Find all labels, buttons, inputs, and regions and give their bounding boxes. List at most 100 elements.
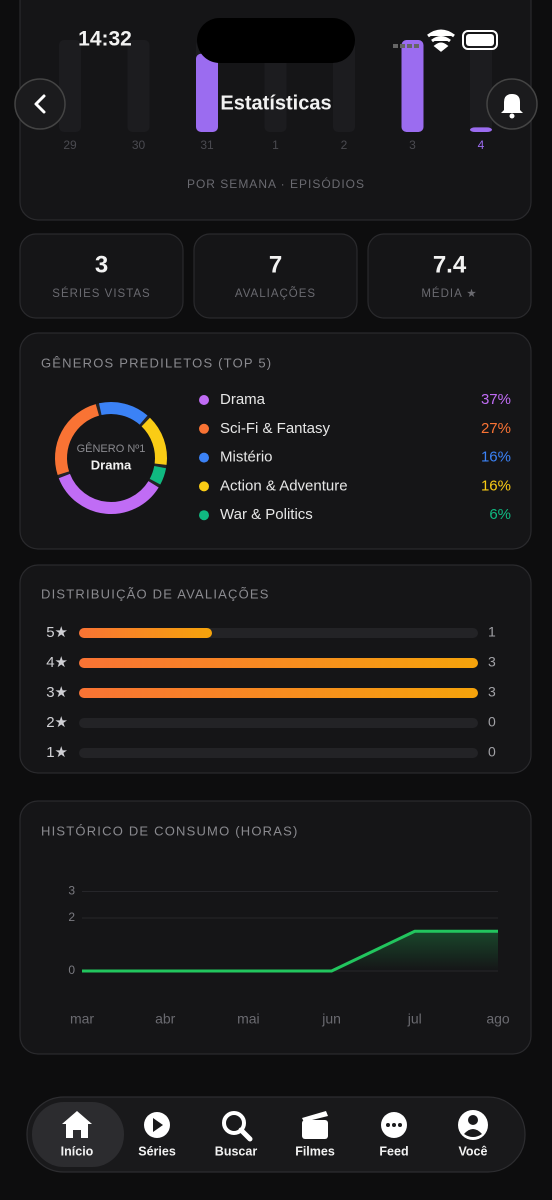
rating-track: [79, 748, 478, 758]
week-track: [333, 40, 355, 132]
week-label: 30: [132, 138, 146, 152]
rating-count: 3: [488, 684, 496, 700]
rating-label: 1★: [46, 744, 68, 761]
week-bar: [401, 40, 424, 132]
genres-title: GÊNEROS PREDILETOS (TOP 5): [41, 355, 272, 370]
rating-track: [79, 718, 478, 728]
legend-dot: [199, 423, 209, 434]
x-tick-label: jul: [407, 1011, 422, 1027]
donut-center-value: Drama: [91, 457, 132, 472]
donut-segment: [55, 404, 100, 476]
ratings-chart: 5★ 1 4★ 3 3★ 3 2★ 0 1★ 0: [46, 624, 496, 761]
rating-bar: [79, 688, 478, 698]
tab-icons: [62, 1110, 488, 1142]
donut-segment: [58, 473, 159, 514]
y-tick-label: 3: [68, 884, 75, 898]
rating-label: 3★: [46, 684, 68, 701]
legend-name: Sci-Fi & Fantasy: [220, 420, 331, 437]
rating-count: 3: [488, 654, 496, 670]
stat-label: SÉRIES VISTAS: [52, 287, 150, 300]
tab-label[interactable]: Feed: [379, 1144, 408, 1158]
battery-level: [466, 34, 494, 46]
tab-label[interactable]: Filmes: [295, 1144, 335, 1158]
stat-value: 7.4: [433, 251, 467, 278]
weekly-caption: POR SEMANA · EPISÓDIOS: [187, 176, 365, 191]
x-tick-label: jun: [321, 1011, 341, 1027]
history-title: HISTÓRICO DE CONSUMO (HORAS): [41, 823, 299, 838]
stat-card: [193, 233, 358, 319]
stat-card: [19, 233, 184, 319]
history-chart: 0 2 3 mar abr mai jun jul ago: [68, 884, 510, 1027]
week-label: 1: [272, 138, 279, 152]
x-tick-label: mar: [70, 1011, 94, 1027]
x-tick-label: ago: [486, 1011, 510, 1027]
legend-dot: [199, 510, 209, 521]
legend-name: Mistério: [220, 449, 273, 466]
dynamic-island: [197, 18, 355, 63]
stat-value: 3: [95, 251, 108, 278]
x-tick-label: mai: [237, 1011, 260, 1027]
week-label: 29: [63, 138, 77, 152]
week-bar: [470, 127, 492, 132]
legend-pct: 16%: [481, 449, 511, 466]
tab-label[interactable]: Você: [459, 1144, 488, 1158]
legend-name: Drama: [220, 391, 266, 408]
legend-dot: [199, 452, 209, 463]
rating-label: 2★: [46, 714, 68, 731]
back-button[interactable]: [14, 78, 66, 130]
donut-segment: [98, 402, 148, 425]
legend-pct: 16%: [481, 477, 511, 494]
line: [82, 929, 498, 973]
wifi-icon: [427, 29, 455, 52]
week-label: 2: [341, 138, 348, 152]
stat-card: [367, 233, 532, 319]
ratings-title: DISTRIBUIÇÃO DE AVALIAÇÕES: [41, 586, 270, 601]
legend-dot: [199, 481, 209, 492]
legend: Drama 37% Sci-Fi & Fantasy 27% Mistério 16% Ac…: [199, 391, 511, 523]
rating-bar: [79, 628, 212, 638]
page-title: Estatísticas: [220, 92, 331, 114]
week-label: 3: [409, 138, 416, 152]
tab-label[interactable]: Início: [61, 1144, 94, 1158]
week-label: 31: [200, 138, 214, 152]
week-label: 4: [478, 138, 485, 152]
stat-label: MÉDIA ★: [421, 287, 477, 300]
tab-label[interactable]: Séries: [138, 1144, 176, 1158]
donut-segment: [141, 417, 167, 465]
stats-row: 3 SÉRIES VISTAS 7 AVALIAÇÕES 7.4 MÉDIA ★: [19, 233, 532, 319]
rating-count: 0: [488, 744, 496, 760]
week-track: [127, 40, 150, 132]
status-time: 14:32: [78, 28, 132, 51]
legend-name: Action & Adventure: [220, 477, 348, 494]
legend-name: War & Politics: [220, 506, 313, 523]
legend-dot: [199, 395, 209, 405]
donut-segment: [149, 465, 167, 485]
rating-count: 0: [488, 714, 496, 730]
x-tick-label: abr: [155, 1011, 176, 1027]
battery: [462, 30, 498, 50]
rating-label: 4★: [46, 654, 68, 671]
week-track: [470, 40, 492, 132]
tab-label[interactable]: Buscar: [215, 1144, 258, 1158]
history-card: [19, 800, 532, 1055]
stat-label: AVALIAÇÕES: [235, 287, 316, 300]
week-track: [59, 40, 81, 132]
legend-pct: 37%: [481, 391, 511, 408]
notification-button[interactable]: [486, 78, 538, 130]
legend-pct: 27%: [481, 420, 511, 437]
y-tick-label: 2: [68, 910, 75, 924]
stat-value: 7: [269, 251, 282, 278]
rating-count: 1: [488, 624, 496, 640]
donut-center-label: GÊNERO Nº1: [77, 442, 146, 455]
signal: [393, 44, 419, 48]
weekly-chart: 29 30 31 1 2 3 4: [59, 40, 492, 152]
week-bar: [196, 53, 218, 132]
legend-pct: 6%: [489, 506, 511, 523]
y-tick-label: 0: [68, 963, 75, 977]
tab-active-bg: [32, 1102, 124, 1167]
rating-label: 5★: [46, 624, 68, 641]
rating-bar: [79, 658, 478, 668]
donut: [55, 402, 167, 514]
tab-labels: Início Séries Buscar Filmes Feed Você: [61, 1144, 488, 1158]
